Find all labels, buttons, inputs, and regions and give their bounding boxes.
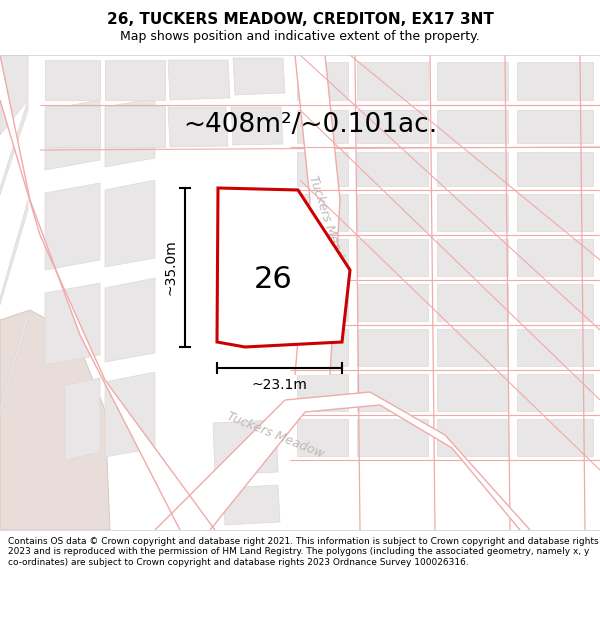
Polygon shape [0, 55, 28, 135]
Polygon shape [437, 152, 508, 186]
Polygon shape [231, 107, 283, 145]
Polygon shape [517, 419, 593, 456]
Polygon shape [297, 194, 348, 231]
Polygon shape [357, 110, 428, 143]
Polygon shape [45, 100, 100, 170]
Polygon shape [297, 329, 348, 366]
Polygon shape [233, 58, 285, 95]
Polygon shape [0, 100, 28, 195]
Polygon shape [517, 194, 593, 231]
Polygon shape [437, 110, 508, 143]
Polygon shape [437, 374, 508, 411]
Polygon shape [105, 98, 155, 167]
Polygon shape [517, 239, 593, 276]
Text: ~23.1m: ~23.1m [251, 378, 307, 392]
Polygon shape [437, 194, 508, 231]
Polygon shape [105, 106, 165, 147]
Polygon shape [0, 50, 28, 95]
Polygon shape [0, 55, 215, 530]
Text: Map shows position and indicative extent of the property.: Map shows position and indicative extent… [120, 30, 480, 43]
Polygon shape [297, 419, 348, 456]
Polygon shape [168, 107, 228, 147]
Text: Tuckers Meadow: Tuckers Meadow [224, 409, 325, 461]
Polygon shape [0, 310, 110, 530]
Polygon shape [517, 284, 593, 321]
Polygon shape [517, 152, 593, 186]
Polygon shape [297, 239, 348, 276]
Polygon shape [517, 329, 593, 366]
Polygon shape [105, 60, 165, 100]
Polygon shape [217, 188, 350, 347]
Polygon shape [357, 374, 428, 411]
Polygon shape [295, 55, 340, 200]
Text: ~408m²/~0.101ac.: ~408m²/~0.101ac. [183, 112, 437, 138]
Polygon shape [223, 485, 280, 525]
Polygon shape [45, 183, 100, 270]
Polygon shape [517, 62, 593, 100]
Polygon shape [155, 392, 530, 530]
Polygon shape [297, 62, 348, 100]
Polygon shape [357, 62, 428, 100]
Polygon shape [297, 152, 348, 186]
Polygon shape [213, 420, 278, 475]
Text: Tuckers Meadow: Tuckers Meadow [306, 174, 350, 276]
Polygon shape [437, 284, 508, 321]
Polygon shape [517, 374, 593, 411]
Polygon shape [65, 378, 100, 460]
Text: 26: 26 [254, 266, 293, 294]
Polygon shape [0, 200, 28, 305]
Polygon shape [168, 60, 230, 100]
Polygon shape [357, 419, 428, 456]
Polygon shape [357, 329, 428, 366]
Polygon shape [105, 278, 155, 362]
Polygon shape [297, 374, 348, 411]
Polygon shape [105, 372, 155, 457]
Polygon shape [45, 106, 100, 147]
Polygon shape [105, 180, 155, 267]
Polygon shape [0, 310, 28, 415]
Polygon shape [45, 60, 100, 100]
Polygon shape [295, 200, 340, 375]
Polygon shape [297, 284, 348, 321]
Polygon shape [357, 284, 428, 321]
Text: ~35.0m: ~35.0m [163, 239, 177, 296]
Polygon shape [357, 239, 428, 276]
Polygon shape [437, 419, 508, 456]
Polygon shape [297, 110, 348, 143]
Polygon shape [437, 62, 508, 100]
Polygon shape [517, 110, 593, 143]
Text: 26, TUCKERS MEADOW, CREDITON, EX17 3NT: 26, TUCKERS MEADOW, CREDITON, EX17 3NT [107, 12, 493, 27]
Polygon shape [45, 283, 100, 365]
Polygon shape [357, 152, 428, 186]
Text: Contains OS data © Crown copyright and database right 2021. This information is : Contains OS data © Crown copyright and d… [8, 537, 599, 567]
Polygon shape [437, 239, 508, 276]
Polygon shape [357, 194, 428, 231]
Polygon shape [437, 329, 508, 366]
